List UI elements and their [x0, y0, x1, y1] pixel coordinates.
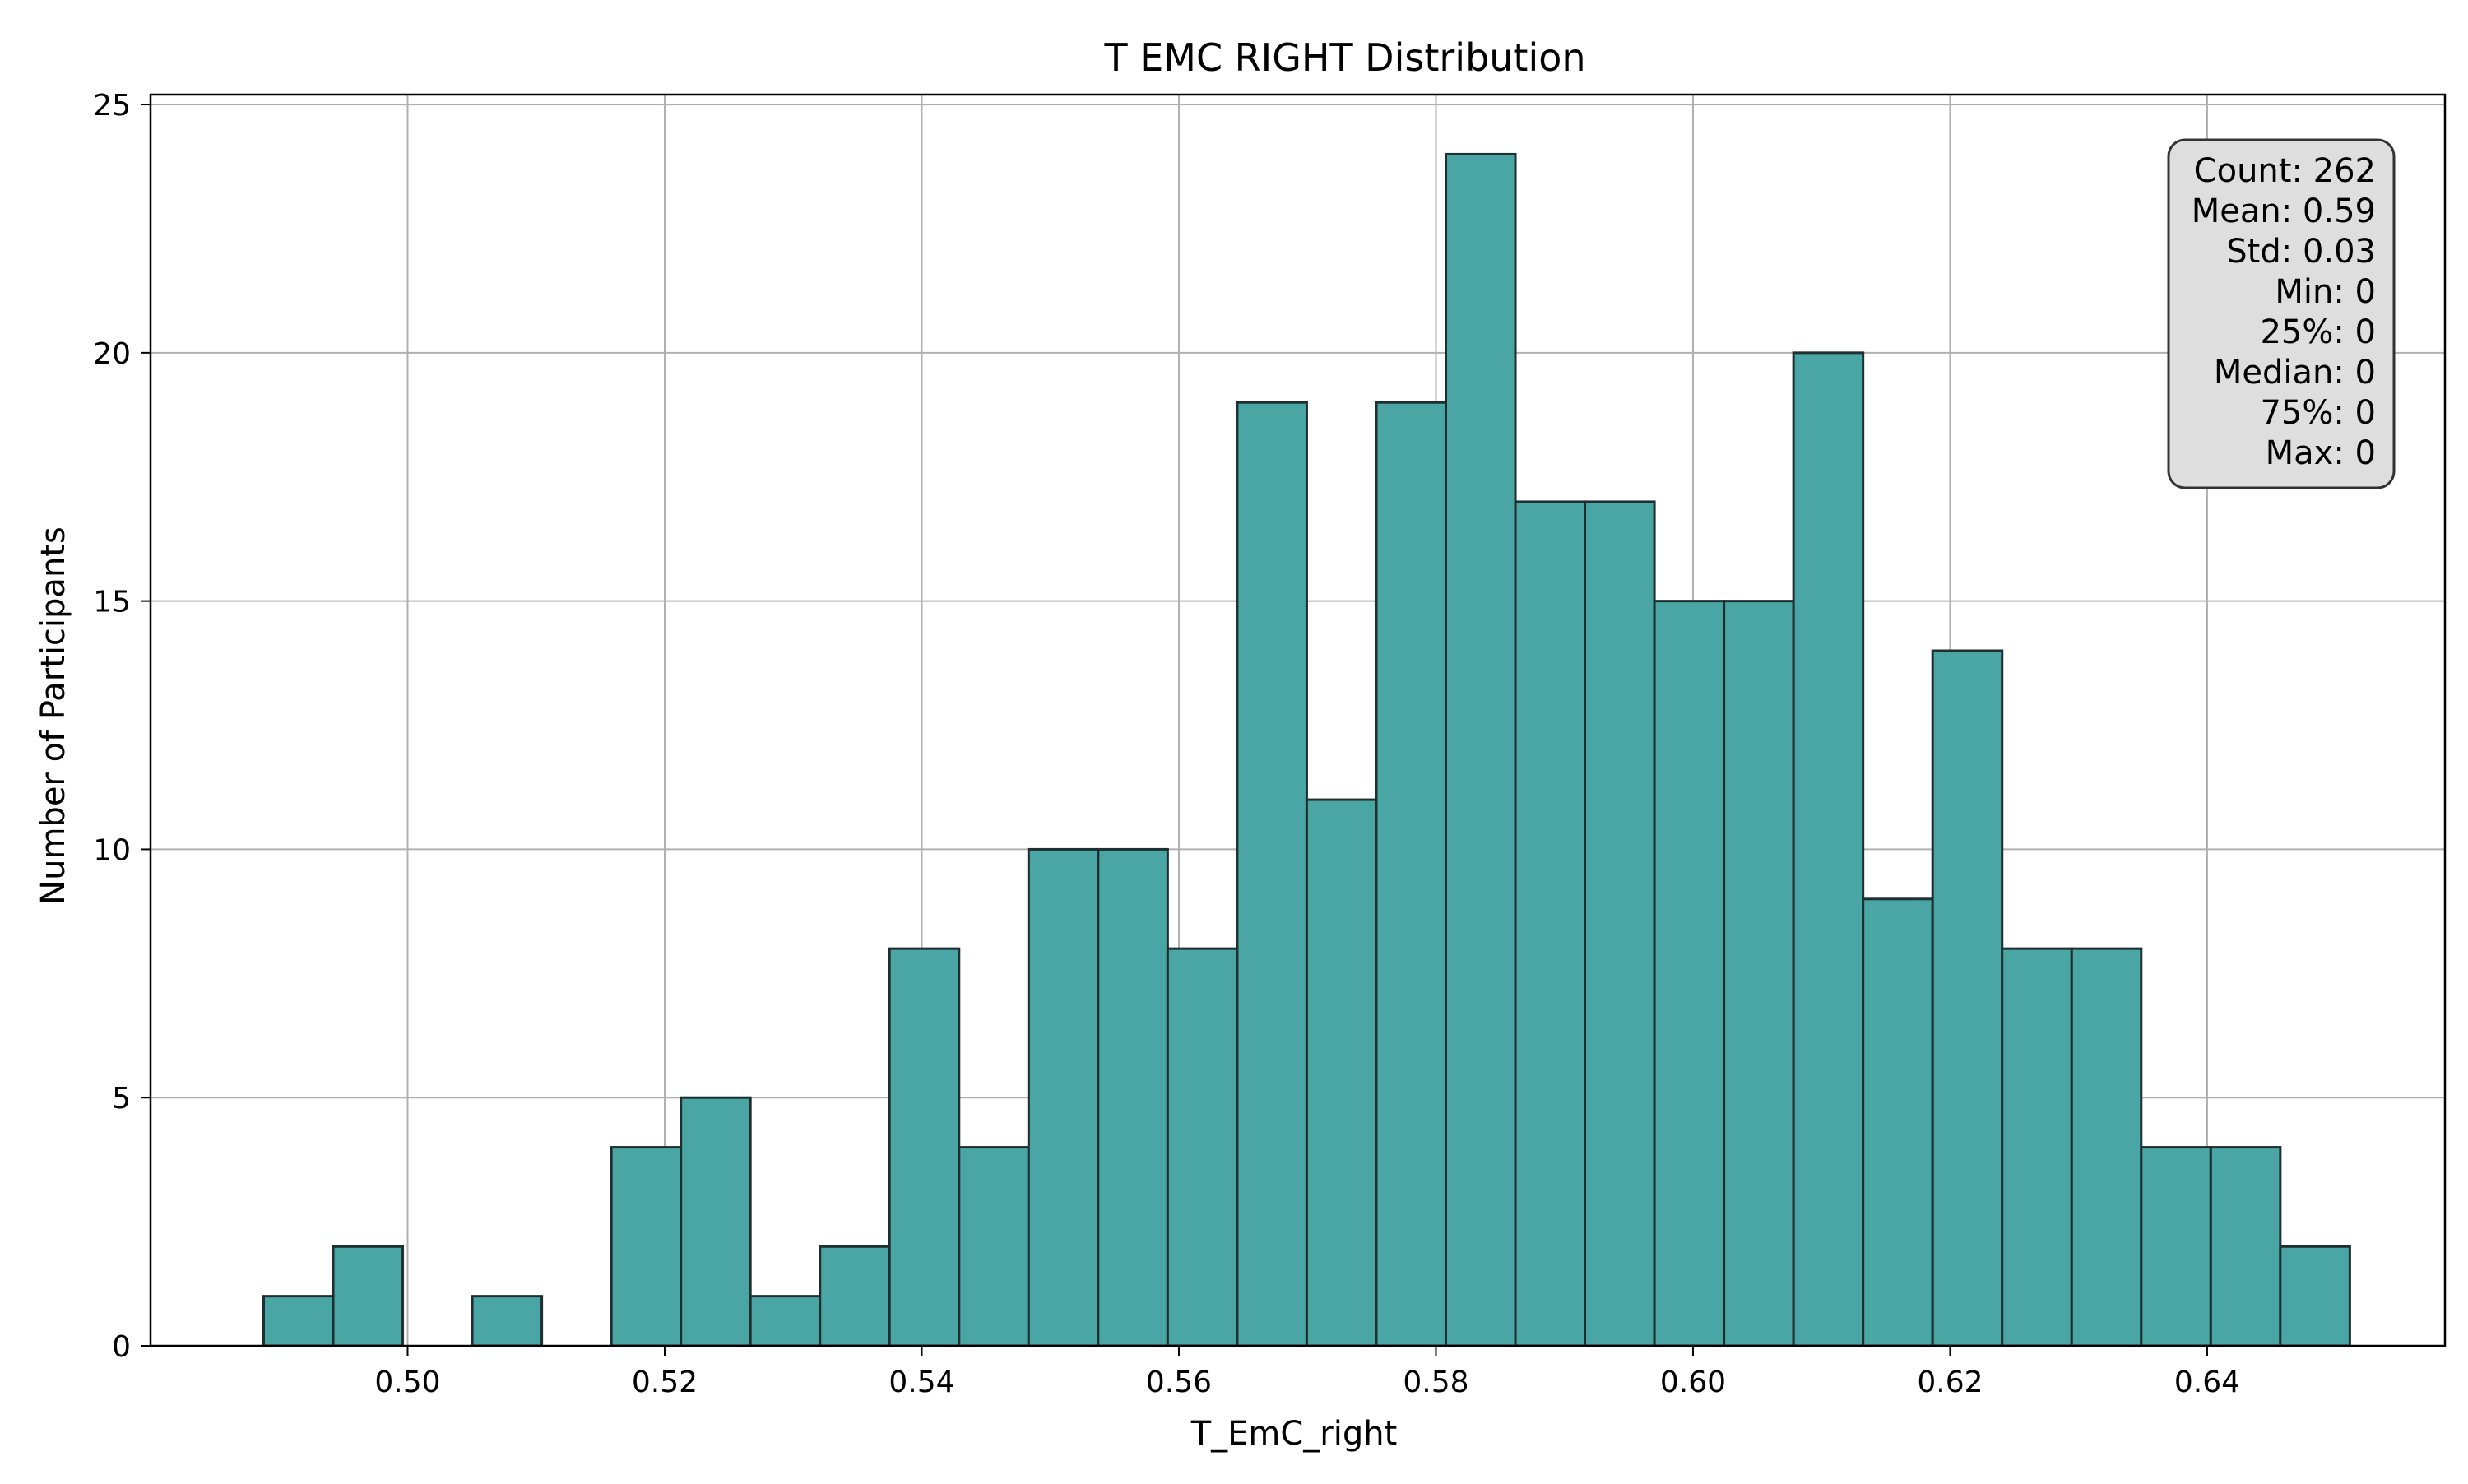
- y-tick-label: 10: [93, 833, 131, 867]
- histogram-bar: [1027, 847, 1100, 1347]
- histogram-bar: [1862, 897, 1934, 1347]
- histogram-bar: [680, 1096, 752, 1347]
- x-tick-label: 0.54: [888, 1366, 954, 1399]
- histogram-bar: [1723, 600, 1795, 1347]
- x-tick-label: 0.52: [632, 1366, 698, 1399]
- x-tick-label: 0.60: [1660, 1366, 1726, 1399]
- histogram-bar: [1375, 401, 1447, 1347]
- histogram-bar: [1097, 847, 1169, 1347]
- y-tick-label: 25: [93, 89, 131, 123]
- chart-title: T EMC RIGHT Distribution: [1103, 35, 1585, 80]
- histogram-bar: [2209, 1146, 2282, 1347]
- stats-line: 75%: 0: [2260, 394, 2376, 432]
- stats-line: Max: 0: [2266, 434, 2376, 472]
- histogram-bar: [958, 1146, 1030, 1347]
- histogram-bar: [2279, 1245, 2351, 1347]
- x-tick-label: 0.64: [2174, 1366, 2240, 1399]
- plot-frame: [149, 93, 2447, 1347]
- histogram-bar: [1792, 351, 1865, 1347]
- histogram-bar: [749, 1295, 822, 1347]
- x-axis-label: T_EmC_right: [1190, 1415, 1398, 1453]
- histogram-bar: [1584, 500, 1656, 1347]
- histogram-bars: [262, 152, 2351, 1347]
- x-tick-label: 0.58: [1403, 1366, 1468, 1399]
- y-tick-label: 15: [93, 586, 131, 619]
- histogram-bar: [1931, 649, 2004, 1347]
- y-tick-label: 20: [93, 337, 131, 371]
- histogram-bar: [2140, 1146, 2212, 1347]
- stats-line: Median: 0: [2214, 354, 2376, 392]
- histogram-bar: [1236, 401, 1308, 1347]
- stats-line: Count: 262: [2194, 152, 2376, 190]
- histogram-bar: [2070, 947, 2143, 1347]
- histogram-bar: [2001, 947, 2073, 1347]
- histogram-bar: [1514, 500, 1587, 1347]
- x-tick-label: 0.50: [374, 1366, 440, 1399]
- histogram-bar: [1444, 152, 1517, 1347]
- axis-ticks: 0.50 0.52 0.54 0.56 0.58 0.60 0.62 0.64 0 5 10 15 20…: [93, 89, 2240, 1399]
- histogram-bar: [471, 1295, 544, 1347]
- histogram-bar: [1305, 798, 1378, 1347]
- stats-line: Std: 0.03: [2226, 233, 2376, 271]
- histogram-bar: [610, 1146, 683, 1347]
- stats-line: Min: 0: [2275, 273, 2376, 311]
- histogram-bar: [888, 947, 961, 1347]
- stats-line: Mean: 0.59: [2192, 192, 2376, 230]
- histogram-bar: [262, 1295, 335, 1347]
- stats-line: 25%: 0: [2260, 313, 2376, 351]
- histogram-bar: [819, 1245, 891, 1347]
- histogram-bar: [1653, 600, 1726, 1347]
- y-axis-label: Number of Participants: [35, 526, 72, 905]
- histogram-bar: [1166, 947, 1239, 1347]
- x-tick-label: 0.62: [1917, 1366, 1983, 1399]
- y-tick-label: 0: [112, 1330, 131, 1364]
- y-tick-label: 5: [112, 1082, 131, 1115]
- x-tick-label: 0.56: [1146, 1366, 1212, 1399]
- histogram-bar: [332, 1245, 405, 1347]
- stats-box-background: [2167, 138, 2396, 489]
